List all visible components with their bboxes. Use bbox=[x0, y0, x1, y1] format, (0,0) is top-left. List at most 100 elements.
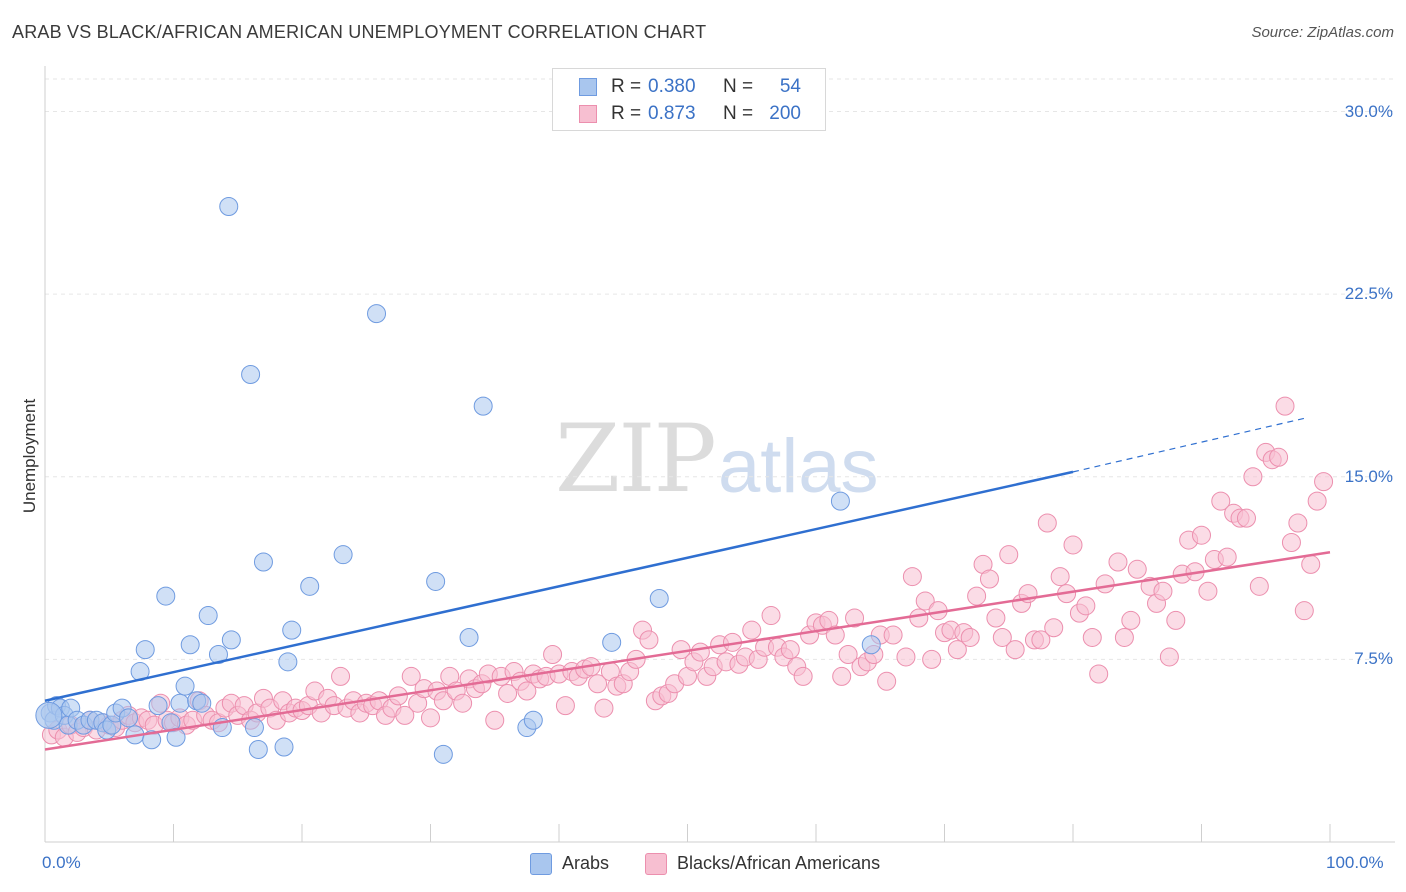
n-label: N = bbox=[723, 103, 754, 124]
data-point bbox=[175, 676, 195, 696]
data-point bbox=[1198, 581, 1218, 601]
n-label: N = bbox=[723, 76, 754, 97]
data-point bbox=[180, 635, 200, 655]
data-point bbox=[1076, 596, 1096, 616]
n-value: 200 bbox=[769, 103, 801, 124]
y-tick-label: 15.0% bbox=[1344, 466, 1393, 486]
data-point bbox=[832, 666, 852, 686]
data-point bbox=[883, 625, 903, 645]
data-point bbox=[543, 645, 563, 665]
trend-line-arabs bbox=[44, 470, 1074, 702]
data-point bbox=[947, 640, 967, 660]
data-point bbox=[1288, 513, 1308, 533]
data-point bbox=[1243, 467, 1263, 487]
data-point bbox=[742, 620, 762, 640]
watermark-atlas: atlas bbox=[718, 424, 879, 509]
x-tick-label-min: 0.0% bbox=[42, 853, 81, 872]
data-point bbox=[274, 737, 294, 757]
data-point bbox=[426, 571, 446, 591]
data-point bbox=[248, 739, 268, 759]
data-point bbox=[1211, 491, 1231, 511]
data-point bbox=[967, 586, 987, 606]
series-arabs-points bbox=[35, 196, 881, 764]
data-point bbox=[192, 693, 212, 713]
data-point bbox=[241, 364, 261, 384]
data-point bbox=[1063, 535, 1083, 555]
data-point bbox=[1108, 552, 1128, 572]
data-point bbox=[244, 718, 264, 738]
data-point-cluster bbox=[35, 701, 63, 729]
data-point bbox=[367, 304, 387, 324]
series-black-african-americans-points bbox=[41, 396, 1334, 747]
legend-label: Blacks/African Americans bbox=[677, 853, 881, 873]
data-point bbox=[960, 627, 980, 647]
stats-swatch-black-african-americans bbox=[579, 105, 597, 123]
data-point bbox=[1159, 647, 1179, 667]
data-point bbox=[1114, 627, 1134, 647]
data-point bbox=[915, 591, 935, 611]
data-point bbox=[1127, 559, 1147, 579]
data-point bbox=[1044, 618, 1064, 638]
data-point bbox=[433, 744, 453, 764]
stats-swatch-arabs bbox=[579, 78, 597, 96]
data-point bbox=[433, 691, 453, 711]
data-point bbox=[602, 632, 622, 652]
data-point bbox=[453, 693, 473, 713]
r-value: 0.380 bbox=[648, 76, 696, 97]
data-point bbox=[219, 196, 239, 216]
data-point bbox=[992, 627, 1012, 647]
data-point bbox=[401, 666, 421, 686]
r-value: 0.873 bbox=[648, 103, 696, 124]
data-point bbox=[1121, 610, 1141, 630]
data-point bbox=[1281, 533, 1301, 553]
data-point bbox=[331, 666, 351, 686]
data-point bbox=[1314, 472, 1334, 492]
data-point bbox=[555, 696, 575, 716]
data-point bbox=[845, 608, 865, 628]
data-point bbox=[198, 606, 218, 626]
data-point bbox=[517, 681, 537, 701]
n-value: 54 bbox=[779, 76, 801, 97]
r-label: R = bbox=[611, 103, 642, 124]
data-point bbox=[170, 693, 190, 713]
data-point bbox=[485, 710, 505, 730]
data-point bbox=[156, 586, 176, 606]
data-point bbox=[793, 666, 813, 686]
legend-swatch-arabs bbox=[530, 853, 552, 875]
data-point bbox=[300, 576, 320, 596]
stats-row-black-african-americans: R = 0.873 N = 200 bbox=[553, 101, 825, 127]
data-point bbox=[877, 671, 897, 691]
data-point bbox=[1050, 567, 1070, 587]
correlation-stats-box: R = 0.380 N = 54 R = 0.873 N = 200 bbox=[552, 68, 826, 131]
data-point bbox=[838, 645, 858, 665]
x-tick-label-max: 100.0% bbox=[1326, 853, 1384, 872]
data-point bbox=[639, 630, 659, 650]
data-point bbox=[1166, 610, 1186, 630]
data-point bbox=[148, 696, 168, 716]
data-point bbox=[523, 710, 543, 730]
data-point bbox=[594, 698, 614, 718]
chart-title: ARAB VS BLACK/AFRICAN AMERICAN UNEMPLOYM… bbox=[12, 22, 707, 42]
data-point bbox=[1082, 627, 1102, 647]
data-point bbox=[825, 625, 845, 645]
data-point bbox=[1089, 664, 1109, 684]
data-point bbox=[278, 652, 298, 672]
y-tick-label: 30.0% bbox=[1344, 101, 1393, 121]
data-point bbox=[1275, 396, 1295, 416]
data-point bbox=[421, 708, 440, 728]
data-point bbox=[1037, 513, 1057, 533]
data-point bbox=[1095, 574, 1115, 594]
y-tick-label: 7.5% bbox=[1354, 649, 1393, 669]
data-point bbox=[830, 491, 850, 511]
source-label: Source: ZipAtlas.com bbox=[1251, 24, 1394, 41]
data-point bbox=[253, 552, 273, 572]
stats-row-arabs: R = 0.380 N = 54 bbox=[553, 74, 825, 100]
data-point bbox=[1301, 554, 1321, 574]
data-point bbox=[761, 606, 781, 626]
data-point bbox=[999, 545, 1019, 565]
data-point bbox=[649, 589, 669, 609]
trend-line-black-african-americans bbox=[44, 551, 1331, 751]
data-point bbox=[333, 545, 353, 565]
trend-lines bbox=[44, 417, 1331, 751]
